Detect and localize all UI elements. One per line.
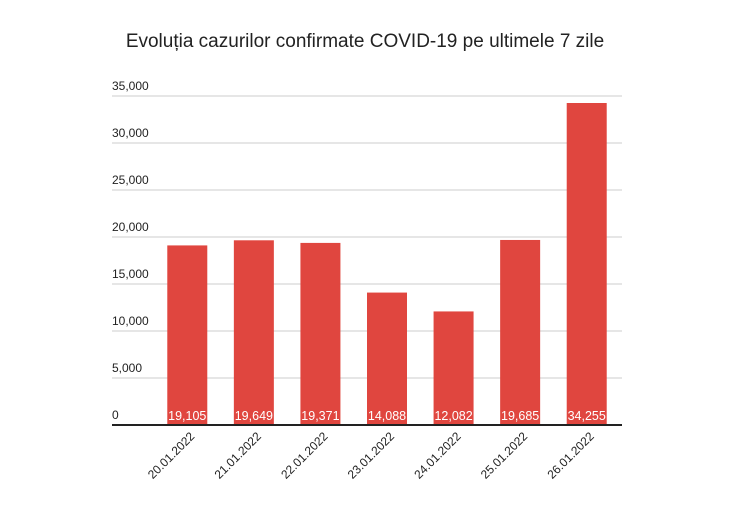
value-label: 19,649 [235,409,273,423]
bar [566,103,607,426]
x-tick-label: 23.01.2022 [345,429,398,482]
y-tick-label: 20,000 [112,220,149,234]
value-label: 14,088 [368,409,406,423]
bar [233,240,274,425]
bar [500,239,541,425]
y-tick-label: 10,000 [112,314,149,328]
y-tick-label: 30,000 [112,126,149,140]
bar [300,242,341,425]
value-label: 19,105 [168,409,206,423]
x-tick-label: 22.01.2022 [278,429,331,482]
bar [433,311,474,425]
value-label: 12,082 [434,409,472,423]
x-tick-label: 25.01.2022 [478,429,531,482]
chart-title: Evoluția cazurilor confirmate COVID-19 p… [126,31,604,52]
x-tick-label: 26.01.2022 [544,429,597,482]
x-tick-label: 20.01.2022 [145,429,198,482]
value-label: 34,255 [568,409,606,423]
y-tick-label: 0 [112,408,119,422]
x-tick-label: 21.01.2022 [212,429,265,482]
x-tick-label: 24.01.2022 [411,429,464,482]
bar [367,292,407,425]
y-tick-label: 35,000 [112,79,149,93]
y-tick-label: 15,000 [112,267,149,281]
y-tick-label: 25,000 [112,173,149,187]
value-label: 19,685 [501,409,539,423]
y-tick-label: 5,000 [112,361,142,375]
value-label: 19,371 [301,409,339,423]
bar [167,245,208,425]
